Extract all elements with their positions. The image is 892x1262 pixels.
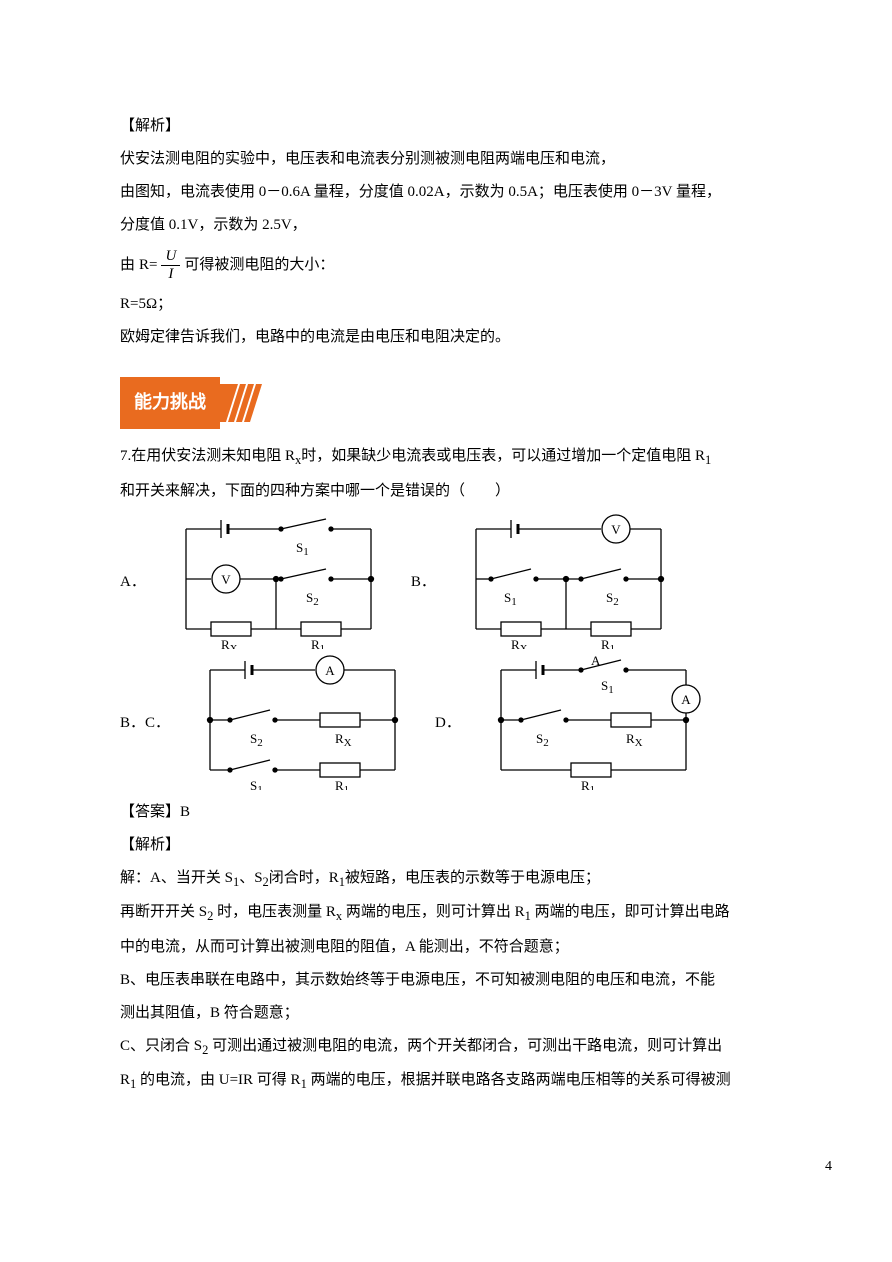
svg-text:A: A: [325, 663, 335, 678]
question-text: 7.在用伏安法测未知电阻 Rx时，如果缺少电流表或电压表，可以通过增加一个定值电…: [120, 440, 772, 475]
option-label-b: B．: [411, 566, 436, 649]
svg-text:R1: R1: [581, 778, 595, 790]
option-label-a: A．: [120, 566, 146, 649]
explanation-line: R1 的电流，由 U=IR 可得 R1 两端的电压，根据并联电路各支路两端电压相…: [120, 1064, 772, 1099]
explanation-line: 中的电流，从而可计算出被测电阻的阻值，A 能测出，不符合题意；: [120, 931, 772, 964]
svg-text:RX: RX: [626, 731, 643, 749]
denominator: I: [164, 266, 177, 283]
svg-text:R1: R1: [335, 778, 349, 790]
svg-text:RX: RX: [221, 637, 238, 649]
text-line: R=5Ω；: [120, 288, 772, 321]
explanation-line: 再断开开关 S2 时，电压表测量 Rx 两端的电压，则可计算出 R1 两端的电压…: [120, 896, 772, 931]
text-line: 欧姆定律告诉我们，电路中的电流是由电压和电阻决定的。: [120, 321, 772, 354]
circuit-diagram-d: A S1 S2 RX R1 A: [481, 655, 706, 790]
diagram-row: A．: [120, 514, 772, 649]
svg-text:V: V: [611, 522, 621, 537]
svg-text:S1: S1: [601, 678, 614, 696]
page-number: 4: [0, 1139, 892, 1195]
numerator: U: [161, 248, 180, 266]
svg-text:V: V: [221, 572, 231, 587]
svg-text:S1: S1: [250, 778, 263, 790]
analysis-label: 【解析】: [120, 110, 772, 143]
svg-text:R1: R1: [311, 637, 325, 649]
answer-label: 【答案】B: [120, 796, 772, 829]
svg-text:A: A: [591, 655, 601, 668]
circuit-diagram-a: V S1 S2 RX R1: [166, 514, 391, 649]
text-line: 分度值 0.1V，示数为 2.5V，: [120, 209, 772, 242]
svg-text:RX: RX: [511, 637, 528, 649]
explanation-line: 测出其阻值，B 符合题意；: [120, 997, 772, 1030]
svg-text:S1: S1: [296, 540, 309, 558]
text-line: 伏安法测电阻的实验中，电压表和电流表分别测被测电阻两端电压和电流，: [120, 143, 772, 176]
fraction: U I: [161, 248, 180, 282]
option-label-c: B．C．: [120, 707, 170, 790]
svg-text:S1: S1: [504, 590, 517, 608]
svg-text:R1: R1: [601, 637, 615, 649]
banner-tail-icon: [220, 384, 280, 422]
explanation-line: C、只闭合 S2 可测出通过被测电阻的电流，两个开关都闭合，可测出干路电流，则可…: [120, 1030, 772, 1065]
text-line: 由图知，电流表使用 0－0.6A 量程，分度值 0.02A，示数为 0.5A；电…: [120, 176, 772, 209]
svg-text:A: A: [681, 692, 691, 707]
svg-text:S2: S2: [306, 590, 319, 608]
question-text: 和开关来解决，下面的四种方案中哪一个是错误的（ ）: [120, 475, 772, 508]
option-label-d: D．: [435, 707, 461, 790]
section-banner: 能力挑战: [120, 384, 772, 422]
svg-text:S2: S2: [536, 731, 549, 749]
formula-prefix: 由: [120, 249, 135, 282]
banner-text: 能力挑战: [120, 377, 220, 429]
explanation-line: B、电压表串联在电路中，其示数始终等于电源电压，不可知被测电阻的电压和电流，不能: [120, 964, 772, 997]
diagram-row: B．C．: [120, 655, 772, 790]
svg-text:S2: S2: [606, 590, 619, 608]
document-page: 【解析】 伏安法测电阻的实验中，电压表和电流表分别测被测电阻两端电压和电流， 由…: [0, 0, 892, 1139]
formula-suffix: 可得被测电阻的大小：: [184, 249, 334, 282]
svg-text:RX: RX: [335, 731, 352, 749]
svg-text:S2: S2: [250, 731, 263, 749]
circuit-diagram-b: V S1 S2 RX R1: [456, 514, 681, 649]
formula: 由 R= U I 可得被测电阻的大小：: [120, 248, 772, 282]
explanation-line: 解：A、当开关 S1、S2闭合时，R1被短路，电压表的示数等于电源电压；: [120, 862, 772, 897]
circuit-diagram-c: A S2 RX S1 R1: [190, 655, 415, 790]
analysis-label: 【解析】: [120, 829, 772, 862]
formula-R: R=: [139, 249, 157, 282]
